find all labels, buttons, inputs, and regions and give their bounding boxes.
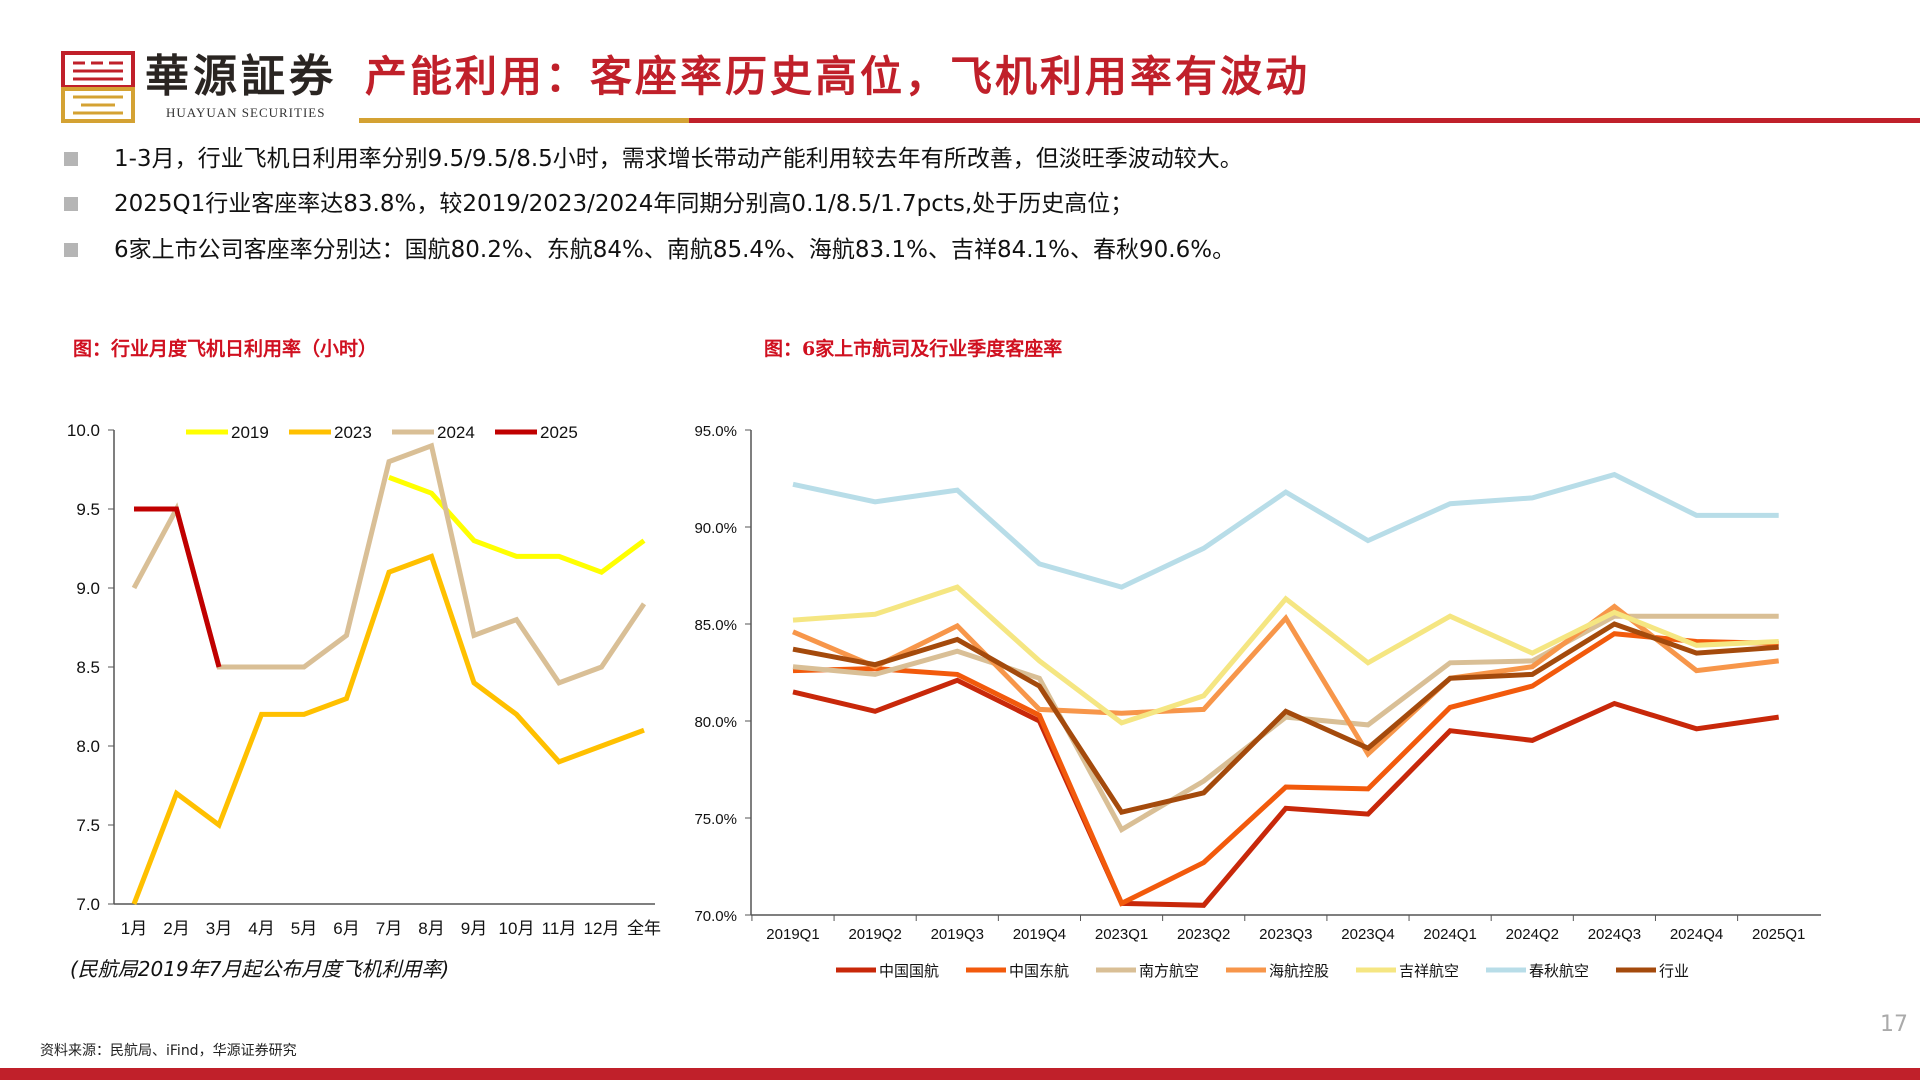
series-line-中国东航 [792,631,1779,907]
huayuan-logo [61,51,135,123]
bullet-text: 2025Q1行业客座率达83.8%，较2019/2023/2024年同期分别高0… [114,191,1134,217]
series-line-2025 [134,506,222,668]
legend-label: 2019 [231,423,269,442]
x-tick-label: 8月 [418,919,444,938]
left-chart-title: 图：行业月度飞机日利用率（小时） [73,338,378,360]
y-tick-label: 85.0% [694,617,737,634]
x-tick-label: 6月 [333,919,359,938]
y-tick-label: 75.0% [694,811,737,828]
series-line-2023 [131,553,645,905]
y-tick-label: 9.0 [76,579,100,598]
legend-label: 中国东航 [1009,963,1069,980]
legend-label: 2024 [437,423,475,442]
legend-label: 春秋航空 [1529,963,1589,980]
y-tick-label: 8.0 [76,737,100,756]
footer-bar [0,1068,1920,1080]
x-tick-label: 2019Q1 [766,926,819,943]
legend-label: 中国国航 [879,963,939,980]
x-tick-label: 5月 [291,919,317,938]
utilization-line-chart: 7.0 7.5 8.0 8.5 9.0 9.5 10.0 1月 2月 3月 4月 5月 6月 7月 8月 9月… [67,421,661,938]
x-tick-label: 10月 [499,919,535,938]
bullet-marker [64,152,78,166]
x-tick-label: 2024Q2 [1506,926,1559,943]
page-title: 产能利用：客座率历史高位，飞机利用率有波动 [365,52,1311,101]
x-tick-label: 2024Q4 [1670,926,1723,943]
y-tick-label: 80.0% [694,714,737,731]
x-tick-label: 2023Q3 [1259,926,1312,943]
brand-name: 華源証券 [145,51,337,102]
source-note: 资料来源：民航局、iFind，华源证券研究 [40,1043,297,1059]
y-tick-label: 70.0% [694,908,737,925]
x-tick-label: 3月 [206,919,232,938]
legend-label: 吉祥航空 [1399,963,1459,980]
x-tick-label: 2月 [163,919,189,938]
right-chart-title: 图：6家上市航司及行业季度客座率 [764,338,1063,360]
bullet-text: 6家上市公司客座率分别达：国航80.2%、东航84%、南航85.4%、海航83.… [114,237,1236,263]
legend-label: 行业 [1659,963,1689,980]
x-tick-label: 2023Q1 [1095,926,1148,943]
legend-label: 2023 [334,423,372,442]
bullet-text: 1-3月，行业飞机日利用率分别9.5/9.5/8.5小时，需求增长带动产能利用较… [114,146,1243,172]
x-tick-label: 11月 [542,919,577,938]
y-tick-label: 10.0 [67,421,100,440]
series-line-春秋航空 [792,471,1779,590]
legend-label: 南方航空 [1139,963,1199,980]
series-line-南方航空 [792,613,1779,834]
legend-label: 2025 [540,423,578,442]
x-tick-label: 2019Q3 [931,926,984,943]
y-tick-label: 9.5 [76,500,100,519]
x-tick-label: 1月 [121,919,147,938]
y-tick-label: 7.5 [76,816,100,835]
chart-note: (民航局2019年7月起公布月度飞机利用率) [70,957,450,981]
x-tick-label: 2019Q4 [1013,926,1066,943]
x-tick-label: 9月 [461,919,487,938]
y-tick-label: 90.0% [694,520,737,537]
x-tick-label: 2023Q4 [1341,926,1394,943]
x-tick-label: 全年 [627,919,661,938]
title-divider-gold [359,118,689,123]
x-tick-label: 2024Q3 [1588,926,1641,943]
brand-name-en: HUAYUAN SECURITIES [166,105,326,120]
x-tick-label: 12月 [584,919,620,938]
x-tick-label: 2025Q1 [1752,926,1805,943]
load-factor-line-chart: 70.0% 75.0% 80.0% 85.0% 90.0% 95.0% 2019Q1 2019… [694,423,1821,980]
x-tick-label: 2019Q2 [848,926,901,943]
x-tick-label: 4月 [248,919,274,938]
bullet-marker [64,197,78,211]
bullet-marker [64,243,78,257]
x-tick-label: 2024Q1 [1423,926,1476,943]
page-number: 17 [1880,1012,1908,1037]
x-tick-label: 2023Q2 [1177,926,1230,943]
y-tick-label: 7.0 [76,895,100,914]
y-tick-label: 8.5 [76,658,100,677]
legend-label: 海航控股 [1269,963,1329,980]
series-line-2024 [131,442,647,686]
x-tick-label: 7月 [376,919,402,938]
y-tick-label: 95.0% [694,423,737,440]
title-divider-red [689,118,1920,123]
